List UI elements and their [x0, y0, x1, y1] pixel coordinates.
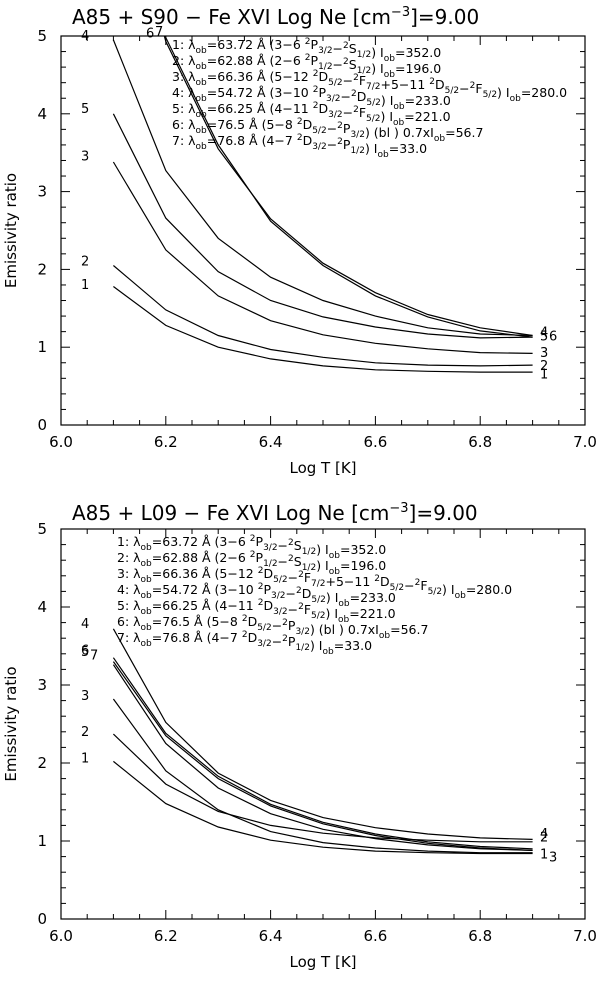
- x-tick-label: 6.4: [259, 433, 283, 451]
- series-start-label: 6: [81, 644, 89, 659]
- series-start-label: 3: [81, 689, 89, 704]
- y-tick-label: 3: [37, 676, 47, 694]
- legend-entry-3: 3: λob=66.36 Å (5−12 2D5/2−2F7/2+5−11 2D…: [117, 566, 512, 601]
- series-line-1: [113, 286, 533, 373]
- legend-entry-1: 1: λob=63.72 Å (3−6 2P3/2−2S1/2) Iob=352…: [117, 534, 386, 561]
- x-axis-label: Log T [K]: [289, 953, 356, 971]
- chart-panel-1: A85 + S90 − Fe XVI Log Ne [cm−3]=9.00 6.0…: [2, 5, 597, 477]
- series-start-label: 5: [81, 102, 89, 117]
- series-line-3: [112, 161, 533, 354]
- series-end-label: 2: [540, 830, 548, 845]
- legend-entry-7: 7: λob=76.8 Å (4−7 2D3/2−2P1/2) Iob=33.0: [172, 133, 427, 160]
- legend-entry-1: 1: λob=63.72 Å (3−6 2P3/2−2S1/2) Iob=352…: [172, 37, 441, 64]
- x-tick-label: 6.0: [49, 927, 73, 945]
- y-tick-label: 0: [37, 416, 47, 434]
- series-line-7: [164, 36, 533, 338]
- series-start-label: 2: [81, 255, 89, 270]
- series-line-5: [112, 113, 533, 339]
- series-start-label: 1: [81, 278, 89, 293]
- x-tick-label: 6.2: [154, 433, 178, 451]
- x-tick-label: 6.6: [363, 927, 387, 945]
- series-start-label: 2: [81, 725, 89, 740]
- y-tick-label: 4: [37, 598, 47, 616]
- series-start-label: 7: [90, 648, 98, 663]
- series-end-label: 6: [549, 330, 557, 345]
- series-end-label: 5: [540, 330, 548, 345]
- x-tick-label: 6.6: [363, 433, 387, 451]
- chart-title: A85 + L09 − Fe XVI Log Ne [cm−3]=9.00: [72, 501, 478, 525]
- y-tick-label: 1: [37, 832, 47, 850]
- x-tick-label: 6.4: [259, 927, 283, 945]
- y-axis-label: Emissivity ratio: [2, 666, 20, 781]
- legend-entry-5: 5: λob=66.25 Å (4−11 2D3/2−2F5/2) Iob=22…: [172, 101, 451, 128]
- series-start-label: 4: [81, 29, 89, 44]
- series-start-label: 7: [155, 25, 163, 40]
- x-tick-label: 7.0: [573, 433, 597, 451]
- y-tick-label: 5: [37, 520, 47, 538]
- x-axis-label: Log T [K]: [289, 459, 356, 477]
- series-line-6: [112, 661, 533, 851]
- y-tick-label: 2: [37, 754, 47, 772]
- series-end-label: 3: [549, 851, 557, 866]
- series-line-2: [112, 733, 533, 843]
- series-start-label: 5: [81, 645, 89, 660]
- series-line-5: [112, 657, 533, 850]
- legend-entry-2: 2: λob=62.88 Å (2−6 2P1/2−2S1/2) Iob=196…: [117, 550, 386, 577]
- series-end-label: 4: [540, 326, 548, 341]
- x-tick-label: 6.8: [468, 927, 492, 945]
- series-group: [112, 628, 533, 855]
- series-start-label: 3: [81, 150, 89, 165]
- y-tick-label: 3: [37, 183, 47, 201]
- legend-entry-4: 4: λob=54.72 Å (3−10 2P3/2−2D5/2) Iob=23…: [172, 85, 451, 112]
- series-end-label: 1: [540, 368, 548, 383]
- series-start-label: 4: [81, 617, 89, 632]
- legend-entry-5: 5: λob=66.25 Å (4−11 2D3/2−2F5/2) Iob=22…: [117, 598, 396, 625]
- y-tick-label: 2: [37, 260, 47, 278]
- x-tick-label: 6.2: [154, 927, 178, 945]
- y-axis-label: Emissivity ratio: [2, 173, 20, 288]
- y-tick-label: 1: [37, 338, 47, 356]
- series-end-label: 1: [540, 847, 548, 862]
- y-tick-label: 0: [37, 910, 47, 928]
- x-tick-label: 6.0: [49, 433, 73, 451]
- legend-entry-6: 6: λob=76.5 Å (5−8 2D5/2−2P3/2) (bl ) 0.…: [172, 117, 483, 144]
- series-group: [112, 36, 533, 373]
- chart-title: A85 + S90 − Fe XVI Log Ne [cm−3]=9.00: [72, 5, 479, 29]
- legend-entry-7: 7: λob=76.8 Å (4−7 2D3/2−2P1/2) Iob=33.0: [117, 630, 372, 657]
- x-tick-label: 7.0: [573, 927, 597, 945]
- legend-entry-4: 4: λob=54.72 Å (3−10 2P3/2−2D5/2) Iob=23…: [117, 582, 396, 609]
- series-end-label: 3: [540, 346, 548, 361]
- x-tick-label: 6.8: [468, 433, 492, 451]
- legend-entry-3: 3: λob=66.36 Å (5−12 2D5/2−2F7/2+5−11 2D…: [172, 69, 567, 104]
- series-line-3: [112, 698, 533, 854]
- series-line-1: [113, 760, 533, 855]
- series-start-label: 6: [146, 27, 154, 42]
- series-line-2: [113, 265, 533, 367]
- series-line-4: [112, 628, 533, 840]
- legend-entry-2: 2: λob=62.88 Å (2−6 2P1/2−2S1/2) Iob=196…: [172, 53, 441, 80]
- series-start-label: 1: [81, 751, 89, 766]
- y-tick-label: 4: [37, 105, 47, 123]
- chart-panel-2: A85 + L09 − Fe XVI Log Ne [cm−3]=9.00 6.0…: [2, 501, 597, 971]
- series-end-label: 4: [540, 827, 548, 842]
- legend-entry-6: 6: λob=76.5 Å (5−8 2D5/2−2P3/2) (bl ) 0.…: [117, 614, 428, 641]
- y-tick-label: 5: [37, 27, 47, 45]
- series-end-label: 2: [540, 359, 548, 374]
- series-line-6: [163, 36, 533, 337]
- series-line-7: [112, 664, 533, 851]
- series-line-4: [112, 39, 533, 337]
